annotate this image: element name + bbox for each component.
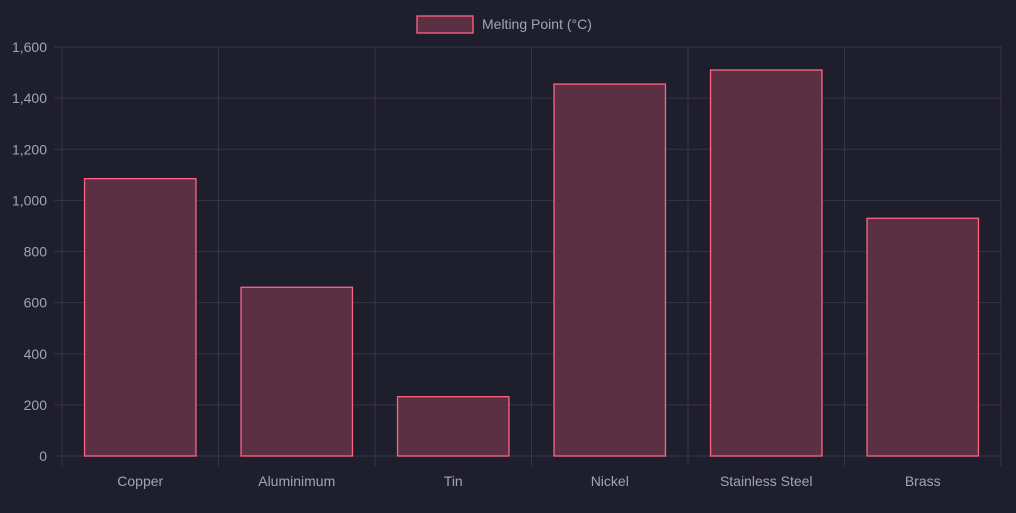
x-tick-label: Copper (117, 473, 163, 489)
grid-layer (61, 46, 1002, 466)
bar-brass[interactable] (866, 217, 980, 457)
x-tick-label: Brass (905, 473, 941, 489)
y-tick-label: 200 (24, 397, 48, 413)
axis-layer: 0 200 400 600 800 1,000 1,200 1,400 1,600 Copper A… (12, 39, 941, 489)
y-tick-label: 800 (24, 244, 48, 260)
bar-layer (83, 69, 980, 457)
x-tick-label: Tin (444, 473, 463, 489)
y-tick-label: 1,000 (12, 192, 47, 208)
y-tick-label: 1,400 (12, 90, 47, 106)
legend-swatch (416, 15, 474, 34)
x-tick-label: Nickel (591, 473, 629, 489)
bar-copper[interactable] (83, 177, 197, 457)
legend[interactable]: Melting Point (°C) (416, 15, 592, 34)
bar-aluminimum[interactable] (240, 286, 354, 457)
x-tick-label: Aluminimum (258, 473, 335, 489)
bar-nickel[interactable] (553, 83, 667, 457)
y-tick-label: 0 (39, 448, 47, 464)
y-tick-label: 600 (24, 295, 48, 311)
bar-tin[interactable] (396, 396, 510, 457)
x-tick-label: Stainless Steel (720, 473, 813, 489)
bar-stainless-steel[interactable] (709, 69, 823, 457)
y-tick-label: 400 (24, 346, 48, 362)
y-tick-label: 1,200 (12, 141, 47, 157)
y-tick-label: 1,600 (12, 39, 47, 55)
legend-label: Melting Point (°C) (482, 16, 592, 32)
